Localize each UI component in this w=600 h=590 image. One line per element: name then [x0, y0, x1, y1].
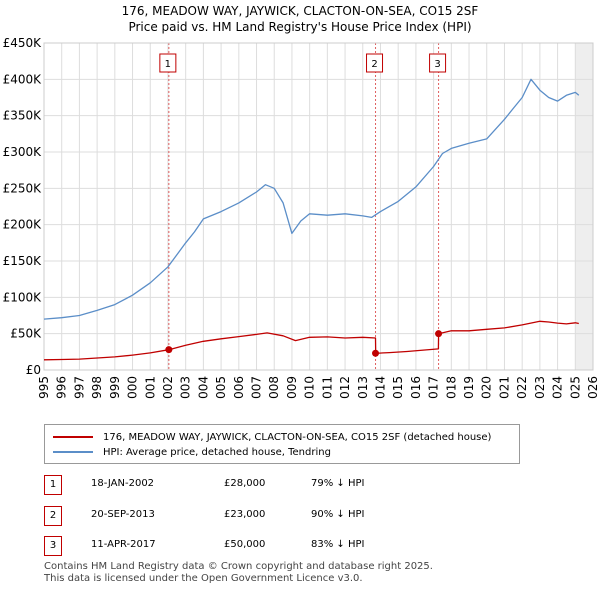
legend-swatch-hpi	[53, 451, 93, 453]
x-tick-label: 2021	[497, 376, 511, 400]
sale-point	[165, 346, 173, 354]
legend-item-property: 176, MEADOW WAY, JAYWICK, CLACTON-ON-SEA…	[53, 430, 491, 444]
marker-label-box	[159, 53, 177, 73]
y-tick-label: £400K	[3, 72, 43, 86]
transaction-badge: 2	[44, 506, 62, 526]
x-tick-label: 2001	[143, 376, 157, 400]
footer-licence: This data is licensed under the Open Gov…	[44, 573, 363, 584]
x-tick-label: 2012	[338, 376, 352, 400]
x-tick-label: 2022	[515, 376, 529, 400]
transaction-hpi: 79% ↓ HPI	[311, 478, 365, 489]
sale-markers: 1 2 3	[159, 53, 447, 357]
x-tick-label: 1996	[55, 376, 69, 400]
footer: Contains HM Land Registry data © Crown c…	[44, 561, 433, 585]
transaction-hpi: 83% ↓ HPI	[311, 539, 365, 550]
x-tick-label: 2007	[250, 376, 264, 400]
legend-label-property: 176, MEADOW WAY, JAYWICK, CLACTON-ON-SEA…	[103, 431, 492, 443]
x-tick-label: 1995	[37, 376, 51, 400]
transaction-badge: 3	[44, 536, 62, 556]
projection-shade	[575, 43, 593, 370]
y-tick-label: £250K	[3, 181, 43, 195]
transaction-hpi: 90% ↓ HPI	[311, 509, 365, 520]
x-tick-label: 2000	[126, 376, 140, 400]
x-tick-label: 2023	[533, 376, 547, 400]
x-tick-label: 2009	[285, 376, 299, 400]
x-tick-label: 2003	[179, 376, 193, 400]
marker-label: 3	[434, 59, 440, 70]
chart-title: 176, MEADOW WAY, JAYWICK, CLACTON-ON-SEA…	[121, 4, 479, 18]
chart-subtitle: Price paid vs. HM Land Registry's House …	[128, 20, 472, 34]
x-tick-label: 2008	[267, 376, 281, 400]
x-tick-label: 2005	[214, 376, 228, 400]
y-tick-label: £100K	[3, 290, 43, 304]
hpi-series-line	[43, 78, 580, 320]
x-tick-label: 2016	[409, 376, 423, 400]
transaction-price: £50,000	[224, 539, 266, 550]
series-lines	[43, 78, 580, 361]
x-tick-label: 2006	[232, 376, 246, 400]
x-tick-label: 2014	[373, 376, 387, 400]
marker-label-box	[366, 53, 384, 73]
x-tick-label: 1999	[108, 376, 122, 400]
marker-label: 2	[371, 59, 377, 70]
x-tick-label: 2004	[196, 376, 210, 400]
y-tick-label: £450K	[3, 36, 43, 50]
sale-point	[435, 330, 443, 338]
transaction-date: 20-SEP-2013	[91, 509, 155, 520]
marker-label-box	[429, 53, 447, 73]
x-tick-label: 2025	[568, 376, 582, 400]
sale-point	[372, 349, 380, 357]
transaction-date: 11-APR-2017	[91, 539, 156, 550]
marker-label: 1	[165, 59, 171, 70]
x-tick-label: 2026	[586, 376, 600, 400]
footer-copyright: Contains HM Land Registry data © Crown c…	[44, 561, 433, 572]
legend-swatch-property	[53, 436, 93, 438]
price-chart: £0 £50K £100K £150K £200K £250K £300K £350K £400…	[3, 36, 600, 400]
x-tick-label: 2011	[320, 376, 334, 400]
y-tick-label: £50K	[10, 327, 42, 341]
x-tick-label: 1997	[72, 376, 86, 400]
legend: 176, MEADOW WAY, JAYWICK, CLACTON-ON-SEA…	[44, 424, 520, 464]
transaction-date: 18-JAN-2002	[91, 478, 155, 489]
y-axis-labels: £0 £50K £100K £150K £200K £250K £300K £350K £400…	[3, 36, 43, 377]
x-tick-label: 1998	[90, 376, 104, 400]
x-tick-label: 2019	[462, 376, 476, 400]
y-tick-label: £150K	[3, 254, 43, 268]
legend-label-hpi: HPI: Average price, detached house, Tend…	[103, 446, 331, 458]
x-tick-label: 2017	[427, 376, 441, 400]
x-tick-label: 2010	[303, 376, 317, 400]
x-tick-label: 2013	[356, 376, 370, 400]
plot-area	[44, 43, 593, 370]
y-tick-label: £0	[26, 363, 41, 377]
plot-frame	[43, 42, 594, 371]
y-tick-label: £200K	[3, 218, 43, 232]
y-tick-label: £350K	[3, 109, 43, 123]
transaction-badge: 1	[44, 475, 62, 495]
x-tick-label: 2018	[444, 376, 458, 400]
transaction-price: £28,000	[224, 478, 266, 489]
y-tick-label: £300K	[3, 145, 43, 159]
x-tick-label: 2024	[551, 376, 565, 400]
x-tick-label: 2015	[391, 376, 405, 400]
transaction-price: £23,000	[224, 509, 266, 520]
legend-item-hpi: HPI: Average price, detached house, Tend…	[53, 445, 331, 459]
x-tick-label: 2002	[161, 376, 175, 400]
grid-lines	[43, 42, 594, 371]
x-axis-labels: 1995 1996 1997 1998 1999 2000 2001 2002 2003 2004…	[37, 376, 600, 400]
x-tick-label: 2020	[480, 376, 494, 400]
property-series-line	[43, 320, 579, 361]
